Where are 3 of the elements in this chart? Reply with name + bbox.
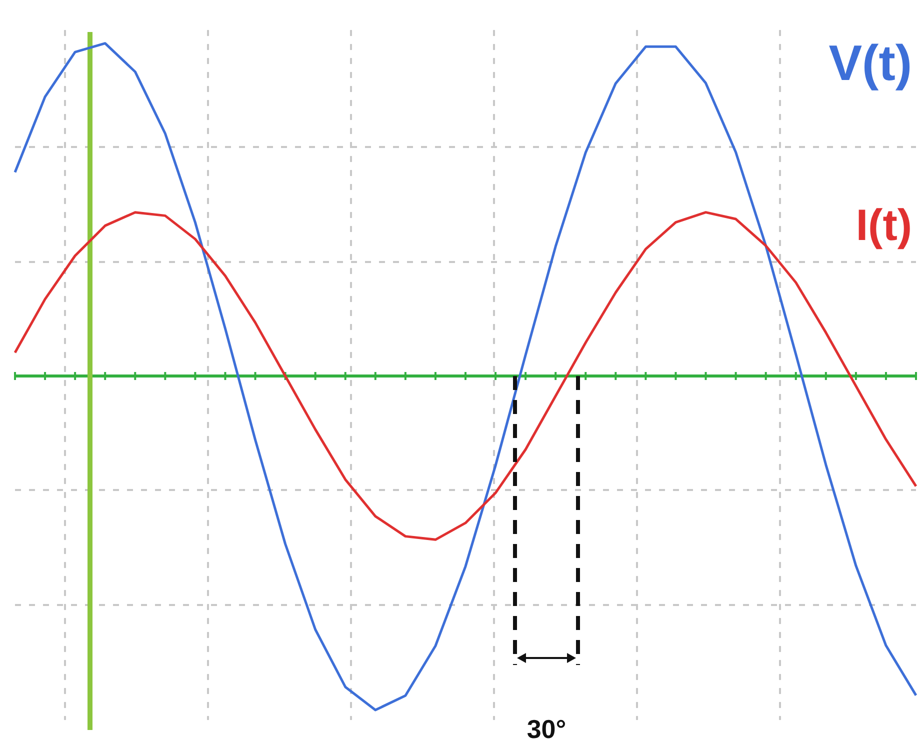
- text: V(t): [828, 35, 912, 91]
- text: 30°: [526, 714, 566, 744]
- series-label: I(t): [856, 201, 912, 250]
